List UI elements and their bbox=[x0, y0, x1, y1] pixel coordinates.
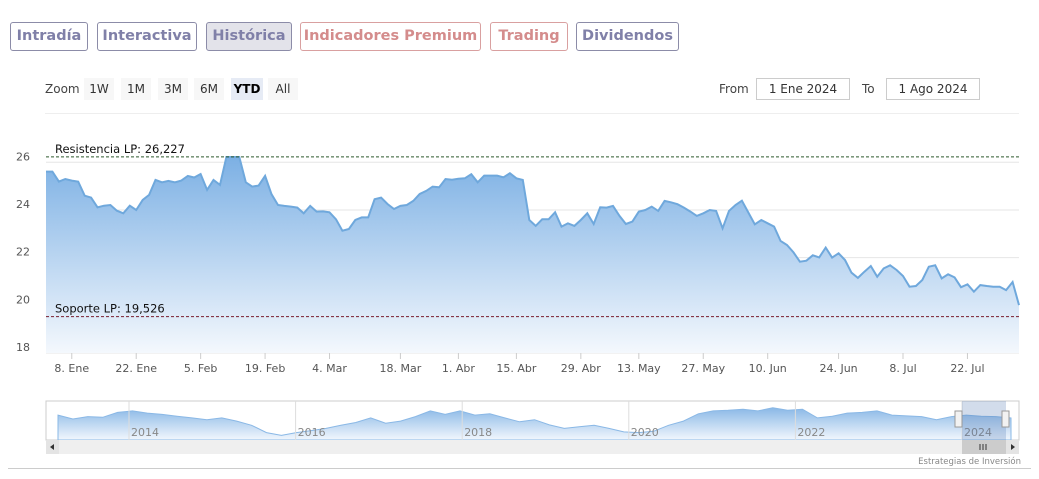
x-tick-label: 22. Jul bbox=[950, 362, 984, 375]
tab-intradia[interactable]: Intradía bbox=[10, 22, 88, 51]
price-line bbox=[46, 156, 1020, 306]
toolbar-divider bbox=[45, 113, 1019, 114]
x-tick-label: 13. May bbox=[617, 362, 661, 375]
zoom-3m-button[interactable]: 3M bbox=[158, 78, 188, 100]
navigator-year-label: 2022 bbox=[797, 426, 825, 439]
x-tick-label: 1. Abr bbox=[442, 362, 475, 375]
x-tick-label: 24. Jun bbox=[819, 362, 857, 375]
scroll-right-icon bbox=[1011, 444, 1015, 450]
scroll-left-icon bbox=[50, 444, 54, 450]
x-tick-label: 8. Jul bbox=[889, 362, 916, 375]
zoom-6m-button[interactable]: 6M bbox=[194, 78, 224, 100]
y-tick-label: 20 bbox=[16, 293, 30, 306]
to-date-input[interactable]: 1 Ago 2024 bbox=[886, 78, 980, 100]
tab-indicadores-premium[interactable]: Indicadores Premium bbox=[300, 22, 481, 51]
x-tick-label: 22. Ene bbox=[115, 362, 157, 375]
navigator-selection[interactable] bbox=[962, 401, 1006, 440]
resistance-label: Resistencia LP: 26,227 bbox=[55, 142, 185, 156]
scrollbar-track[interactable] bbox=[46, 440, 1019, 454]
x-tick-label: 18. Mar bbox=[380, 362, 422, 375]
navigator-year-label: 2018 bbox=[464, 426, 492, 439]
zoom-1m-button[interactable]: 1M bbox=[121, 78, 151, 100]
zoom-all-button[interactable]: All bbox=[268, 78, 298, 100]
navigator-year-label: 2020 bbox=[631, 426, 659, 439]
y-tick-label: 24 bbox=[16, 198, 30, 211]
x-tick-label: 27. May bbox=[681, 362, 725, 375]
to-label: To bbox=[862, 82, 875, 96]
x-tick-label: 15. Abr bbox=[496, 362, 536, 375]
tab-trading[interactable]: Trading bbox=[490, 22, 568, 51]
y-tick-label: 22 bbox=[16, 246, 30, 259]
x-tick-label: 19. Feb bbox=[245, 362, 285, 375]
navigator-year-label: 2014 bbox=[131, 426, 159, 439]
from-date-input[interactable]: 1 Ene 2024 bbox=[756, 78, 850, 100]
price-area bbox=[46, 157, 1019, 353]
support-label: Soporte LP: 19,526 bbox=[55, 302, 165, 316]
navigator-left-handle[interactable] bbox=[954, 410, 963, 428]
zoom-1w-button[interactable]: 1W bbox=[84, 78, 114, 100]
credits-link[interactable]: Estrategias de Inversión bbox=[918, 457, 1021, 467]
tab-dividendos[interactable]: Dividendos bbox=[576, 22, 679, 51]
zoom-ytd-button[interactable]: YTD bbox=[231, 78, 263, 100]
x-tick-label: 5. Feb bbox=[184, 362, 217, 375]
navigator-series bbox=[57, 407, 1012, 441]
scrollbar-thumb[interactable] bbox=[962, 440, 1006, 454]
x-tick-label: 8. Ene bbox=[54, 362, 89, 375]
navigator-right-handle[interactable] bbox=[1001, 410, 1010, 428]
navigator-year-label: 2016 bbox=[298, 426, 326, 439]
y-tick-label: 26 bbox=[16, 150, 30, 163]
y-tick-label: 18 bbox=[16, 341, 30, 354]
tab-historica[interactable]: Histórica bbox=[206, 22, 292, 51]
bottom-divider bbox=[8, 468, 1031, 469]
x-tick-label: 4. Mar bbox=[312, 362, 347, 375]
tab-interactiva[interactable]: Interactiva bbox=[97, 22, 197, 51]
zoom-label: Zoom bbox=[45, 82, 80, 96]
navigator-year-label: 2024 bbox=[964, 426, 992, 439]
x-tick-label: 29. Abr bbox=[561, 362, 601, 375]
grip-icon bbox=[979, 444, 987, 450]
x-tick-label: 10. Jun bbox=[749, 362, 787, 375]
from-label: From bbox=[719, 82, 749, 96]
